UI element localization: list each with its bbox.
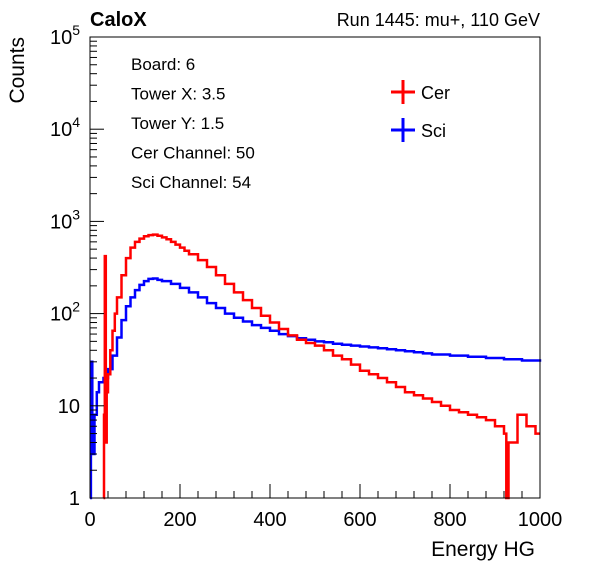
x-tick-label: 600 — [343, 509, 376, 531]
series-layer — [89, 233, 542, 500]
x-tick-label: 200 — [163, 509, 196, 531]
y-axis: 1 10 102 103 104 105 — [50, 22, 104, 510]
y-tick-label: 10 — [58, 396, 80, 418]
x-tick-label: 400 — [253, 509, 286, 531]
x-axis: 0 200 400 600 800 1000 — [84, 484, 562, 531]
y-tick-label: 104 — [50, 114, 80, 141]
legend: Cer Sci — [391, 80, 450, 142]
y-axis-label: Counts — [6, 37, 29, 104]
info-line: Tower X: 3.5 — [131, 85, 226, 104]
y-tick-label: 103 — [50, 206, 80, 233]
y-tick-label: 105 — [50, 22, 80, 49]
info-line: Board: 6 — [131, 55, 195, 74]
info-line: Tower Y: 1.5 — [131, 114, 224, 133]
x-tick-label: 800 — [433, 509, 466, 531]
y-tick-label: 102 — [50, 299, 80, 326]
plot-frame — [89, 36, 541, 499]
info-line: Cer Channel: 50 — [131, 144, 255, 163]
x-tick-label: 0 — [84, 509, 95, 531]
y-tick-label: 1 — [69, 488, 80, 510]
x-tick-label: 1000 — [518, 509, 563, 531]
series-cer-line — [102, 233, 540, 500]
legend-label-cer: Cer — [421, 83, 450, 103]
info-line: Sci Channel: 54 — [131, 173, 251, 192]
legend-label-sci: Sci — [421, 121, 446, 141]
series-sci-line — [89, 277, 542, 500]
info-box: Board: 6 Tower X: 3.5 Tower Y: 1.5 Cer Chan… — [131, 55, 255, 192]
header-left: CaloX — [90, 9, 147, 31]
header-right: Run 1445: mu+, 110 GeV — [337, 10, 540, 30]
x-axis-label: Energy HG — [431, 538, 535, 561]
